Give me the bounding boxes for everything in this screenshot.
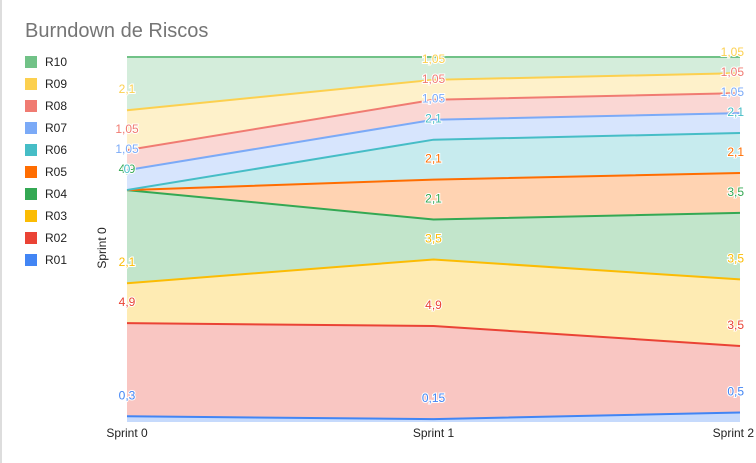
legend-label: R05 xyxy=(45,165,67,179)
area-fill xyxy=(127,73,740,151)
x-tick-label: Sprint 0 xyxy=(106,426,148,440)
area-fill xyxy=(127,57,740,111)
area-fill xyxy=(127,113,740,191)
data-label: 0,5 xyxy=(727,384,744,398)
legend-label: R10 xyxy=(45,55,67,69)
data-label: 2,1 xyxy=(425,152,442,166)
legend-swatch xyxy=(25,232,37,244)
data-label: 3,5 xyxy=(727,185,744,199)
legend-label: R02 xyxy=(45,231,67,245)
data-label: 1,05 xyxy=(721,85,745,99)
data-label: 0,15 xyxy=(422,391,446,405)
data-label: 3,5 xyxy=(727,251,744,265)
data-label: 2,1 xyxy=(425,112,442,126)
data-label: 0,3 xyxy=(119,388,136,402)
legend-swatch xyxy=(25,188,37,200)
data-label: 2,1 xyxy=(119,82,136,96)
data-label: 0 xyxy=(124,162,131,176)
area-fill xyxy=(127,172,740,220)
data-label: 4,9 xyxy=(119,295,136,309)
data-label: 1,05 xyxy=(721,45,745,59)
data-label: 1,05 xyxy=(422,72,446,86)
y-axis-title: Sprint 0 xyxy=(95,227,109,269)
chart-title: Burndown de Riscos xyxy=(25,20,208,42)
data-label: 2,1 xyxy=(727,145,744,159)
area-fill xyxy=(127,323,740,420)
area-fill xyxy=(127,412,740,422)
data-label: 1,05 xyxy=(422,92,446,106)
data-label: 1,05 xyxy=(115,122,139,136)
data-label: 2,1 xyxy=(425,192,442,206)
area-line xyxy=(126,189,741,221)
data-label: 4,9 xyxy=(425,298,442,312)
area-line xyxy=(126,322,741,347)
data-label: 3,5 xyxy=(727,318,744,332)
legend-swatch xyxy=(25,254,37,266)
area-line xyxy=(126,132,741,192)
legend-swatch xyxy=(25,144,37,156)
data-label: 1,05 xyxy=(422,52,446,66)
legend-label: R09 xyxy=(45,77,67,91)
legend-label: R01 xyxy=(45,253,67,267)
data-label: 1,05 xyxy=(115,142,139,156)
area-line xyxy=(126,258,741,285)
legend-swatch xyxy=(25,122,37,134)
data-label: 4,9 xyxy=(119,162,136,176)
x-tick-label: Sprint 2 xyxy=(713,426,755,440)
legend-label: R07 xyxy=(45,121,67,135)
legend-label: R08 xyxy=(45,99,67,113)
area-line xyxy=(126,92,741,152)
legend-label: R04 xyxy=(45,187,67,201)
data-label: 2,1 xyxy=(119,255,136,269)
legend-label: R03 xyxy=(45,209,67,223)
data-label: 3,5 xyxy=(425,231,442,245)
area-line xyxy=(126,171,741,192)
area-line xyxy=(126,72,741,112)
legend-swatch xyxy=(25,56,37,68)
legend-label: R06 xyxy=(45,143,67,157)
legend-swatch xyxy=(25,78,37,90)
area-line xyxy=(126,112,741,172)
x-tick-label: Sprint 1 xyxy=(413,426,455,440)
legend-swatch xyxy=(25,100,37,112)
data-label: 2,1 xyxy=(727,105,744,119)
legend-swatch xyxy=(25,166,37,178)
area-fill xyxy=(127,93,740,171)
area-line xyxy=(126,411,741,421)
legend-swatch xyxy=(25,210,37,222)
area-fill xyxy=(127,190,740,284)
data-label: 0 xyxy=(124,162,131,176)
data-label: 1,05 xyxy=(721,65,745,79)
